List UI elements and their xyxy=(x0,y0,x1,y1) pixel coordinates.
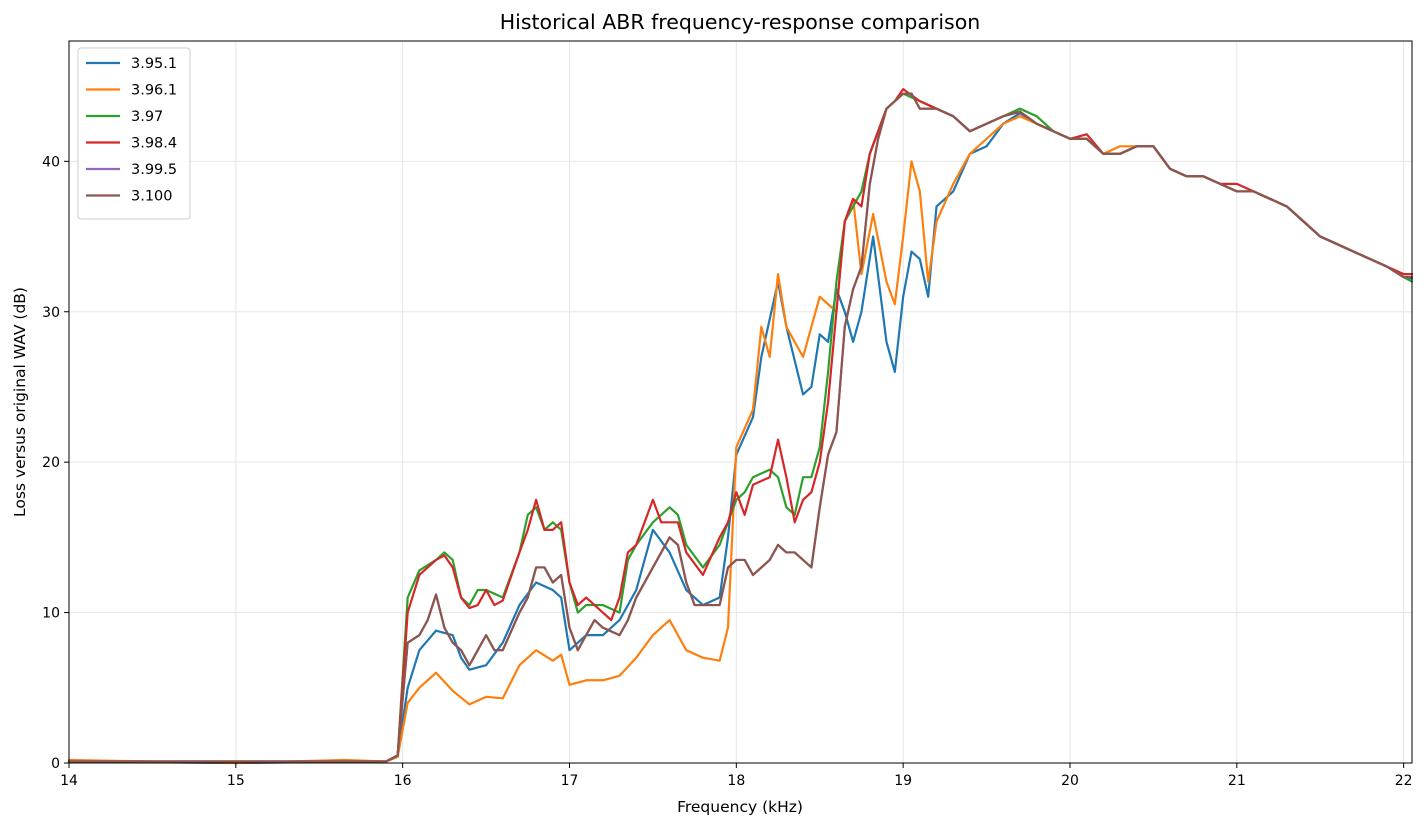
y-tick-label: 30 xyxy=(42,305,60,321)
x-tick-label: 14 xyxy=(60,773,78,789)
legend-label: 3.96.1 xyxy=(131,83,177,99)
series-lines xyxy=(67,88,1414,765)
x-tick-label: 22 xyxy=(1395,773,1413,789)
legend-label: 3.98.4 xyxy=(131,136,177,152)
x-tick-label: 20 xyxy=(1061,773,1079,789)
y-tick-label: 40 xyxy=(42,154,60,170)
y-tick-label: 10 xyxy=(42,606,60,622)
y-axis-label: Loss versus original WAV (dB) xyxy=(11,287,29,517)
axis-ticks: 14 15 16 17 18 19 20 21 22 0 10 20 30 40 xyxy=(42,154,1412,789)
legend-label: 3.95.1 xyxy=(131,56,177,72)
legend-box xyxy=(77,47,191,220)
legend-label: 3.97 xyxy=(131,109,163,125)
legend: 3.95.1 3.96.1 3.97 3.98.4 3.99.5 3.100 xyxy=(77,47,191,220)
y-tick-label: 0 xyxy=(51,756,60,772)
series-line-3.100 xyxy=(67,92,1414,763)
y-tick-label: 20 xyxy=(42,455,60,471)
x-tick-label: 19 xyxy=(894,773,912,789)
legend-label: 3.100 xyxy=(131,189,173,205)
x-tick-label: 15 xyxy=(227,773,245,789)
x-tick-label: 16 xyxy=(394,773,412,789)
x-tick-label: 21 xyxy=(1228,773,1246,789)
plot-frame xyxy=(68,40,1413,764)
x-axis-label: Frequency (kHz) xyxy=(677,798,803,816)
x-tick-label: 17 xyxy=(561,773,579,789)
legend-label: 3.99.5 xyxy=(131,162,177,178)
x-tick-label: 18 xyxy=(727,773,745,789)
chart-title: Historical ABR frequency-response compar… xyxy=(500,10,981,34)
